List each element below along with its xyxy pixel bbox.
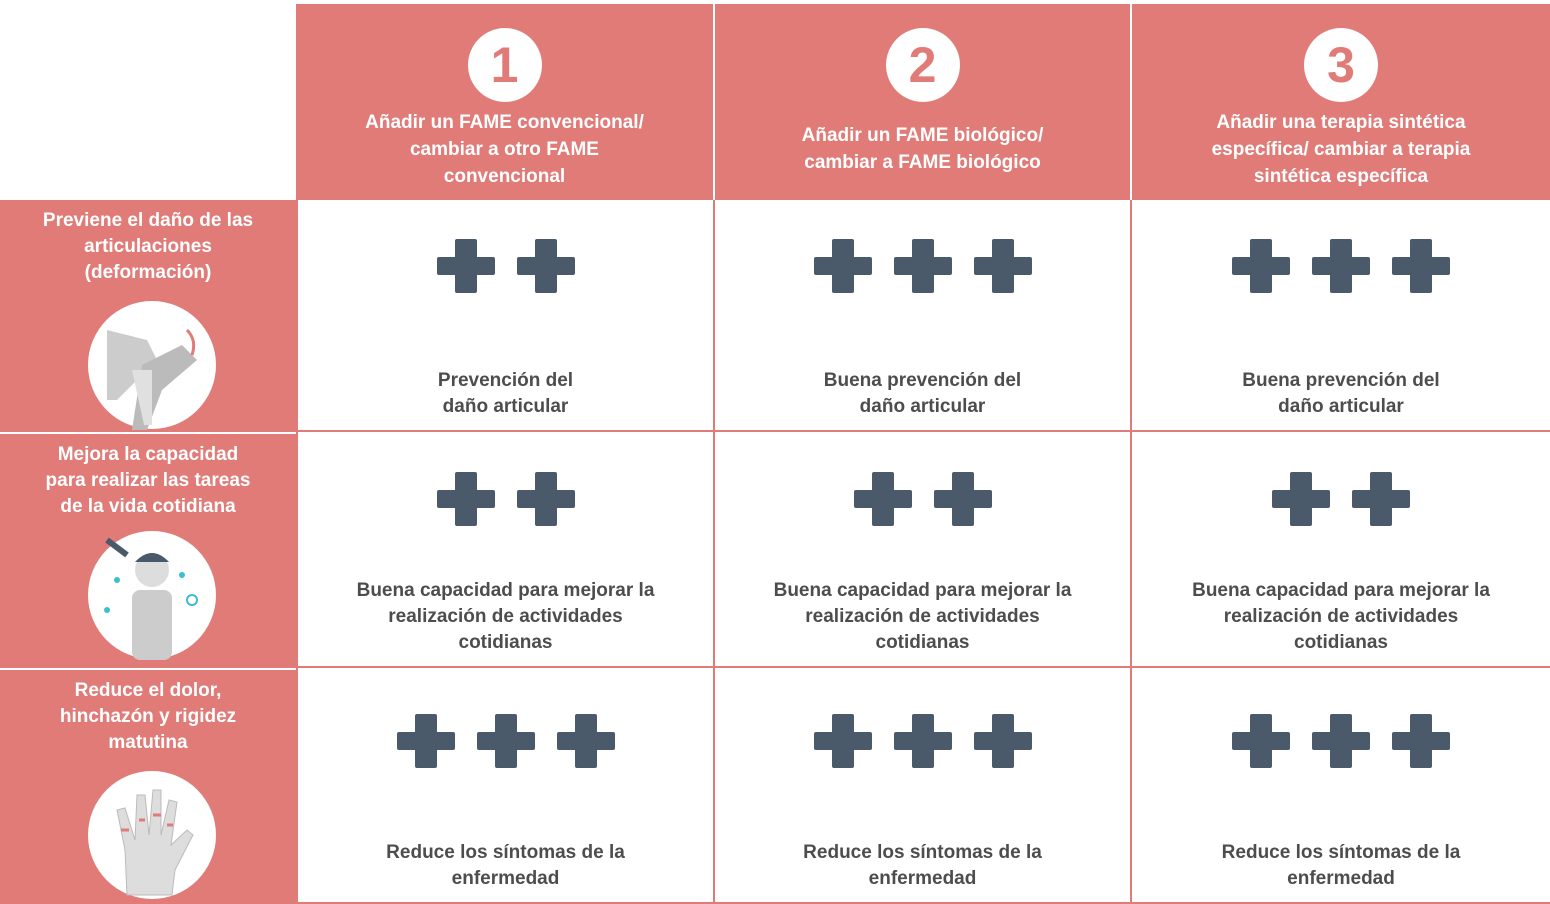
cell-text: Buena prevención del daño articular — [823, 370, 1022, 417]
plus-icon — [1312, 714, 1370, 768]
row-label-text: Previene el daño de las articulaciones (… — [42, 210, 254, 283]
plus-row — [715, 712, 1130, 770]
column-number: 1 — [467, 28, 542, 102]
plus-icon — [813, 714, 872, 768]
column-title: Añadir un FAME biológico/ cambiar a FAME… — [801, 125, 1044, 173]
row-label: Previene el daño de las articulaciones (… — [0, 200, 296, 432]
row-label-text: Mejora la capacidad para realizar las ta… — [45, 444, 251, 517]
plus-icon — [893, 714, 952, 768]
plus-icon — [436, 472, 495, 526]
cell: Reduce los síntomas de la enfermedad — [1130, 668, 1550, 904]
plus-icon — [1232, 714, 1290, 768]
plus-icon — [1272, 472, 1330, 526]
plus-row — [298, 237, 713, 295]
column-header: 1 Añadir un FAME convencional/ cambiar a … — [296, 4, 713, 200]
cell-text: Buena capacidad para mejorar la realizac… — [1192, 580, 1490, 653]
plus-row — [298, 712, 713, 770]
plus-icon — [973, 239, 1032, 293]
cell: Buena prevención del daño articular — [1130, 200, 1550, 432]
plus-row — [298, 470, 713, 528]
cell: Reduce los síntomas de la enfermedad — [296, 668, 713, 904]
plus-icon — [396, 714, 455, 768]
cell-text: Buena prevención del daño articular — [1242, 370, 1440, 417]
row-icon — [88, 531, 216, 660]
plus-icon — [893, 239, 952, 293]
cell: Buena capacidad para mejorar la realizac… — [1130, 432, 1550, 668]
plus-icon — [973, 714, 1032, 768]
cell: Reduce los síntomas de la enfermedad — [713, 668, 1130, 904]
plus-icon — [1312, 239, 1370, 293]
plus-icon — [516, 472, 575, 526]
plus-icon — [436, 239, 495, 293]
row-icon — [88, 301, 216, 430]
row-label-text: Reduce el dolor, hinchazón y rigidez mat… — [59, 680, 237, 753]
plus-row — [715, 237, 1130, 295]
cell-text: Buena capacidad para mejorar la realizac… — [356, 580, 655, 653]
cell-text: Reduce los síntomas de la enfermedad — [803, 842, 1042, 889]
row-label: Mejora la capacidad para realizar las ta… — [0, 432, 296, 668]
plus-row — [715, 470, 1130, 528]
row-label: Reduce el dolor, hinchazón y rigidez mat… — [0, 668, 296, 904]
column-number: 3 — [1304, 28, 1378, 102]
plus-icon — [813, 239, 872, 293]
plus-icon — [1352, 472, 1410, 526]
cell: Buena prevención del daño articular — [713, 200, 1130, 432]
column-title: Añadir un FAME convencional/ cambiar a o… — [365, 111, 644, 187]
column-title: Añadir una terapia sintética específica/… — [1211, 111, 1471, 187]
plus-row — [1132, 237, 1550, 295]
plus-icon — [933, 472, 992, 526]
cell: Buena capacidad para mejorar la realizac… — [296, 432, 713, 668]
cell-text: Reduce los síntomas de la enfermedad — [386, 842, 625, 889]
cell-text: Reduce los síntomas de la enfermedad — [1221, 842, 1461, 889]
plus-row — [1132, 470, 1550, 528]
cell-text: Buena capacidad para mejorar la realizac… — [773, 580, 1072, 653]
plus-icon — [1392, 239, 1450, 293]
row-icon — [88, 771, 216, 899]
column-header: 3 Añadir una terapia sintética específica… — [1130, 4, 1550, 200]
column-number: 2 — [885, 28, 960, 102]
plus-icon — [1392, 714, 1450, 768]
plus-icon — [556, 714, 615, 768]
cell: Prevención del daño articular — [296, 200, 713, 432]
plus-icon — [476, 714, 535, 768]
plus-icon — [853, 472, 912, 526]
plus-row — [1132, 712, 1550, 770]
plus-icon — [516, 239, 575, 293]
plus-icon — [1232, 239, 1290, 293]
cell-text: Prevención del daño articular — [437, 370, 574, 417]
column-header: 2 Añadir un FAME biológico/ cambiar a FAM… — [713, 4, 1130, 200]
cell: Buena capacidad para mejorar la realizac… — [713, 432, 1130, 668]
